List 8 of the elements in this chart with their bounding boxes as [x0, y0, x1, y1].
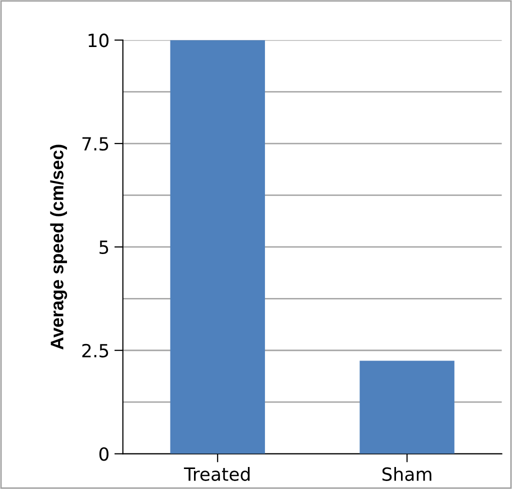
x-tick-label: Sham — [382, 466, 432, 481]
y-tick-label: 5 — [100, 240, 108, 254]
x-tick-label: Treated — [184, 466, 250, 481]
y-tick-label: 0 — [99, 447, 108, 461]
y-tick-label: 7.5 — [82, 137, 108, 151]
y-tick-label: 10 — [88, 34, 108, 48]
y-tick-label: 2.5 — [82, 344, 108, 358]
y-axis-title: Average speed (cm/sec) — [50, 144, 68, 350]
